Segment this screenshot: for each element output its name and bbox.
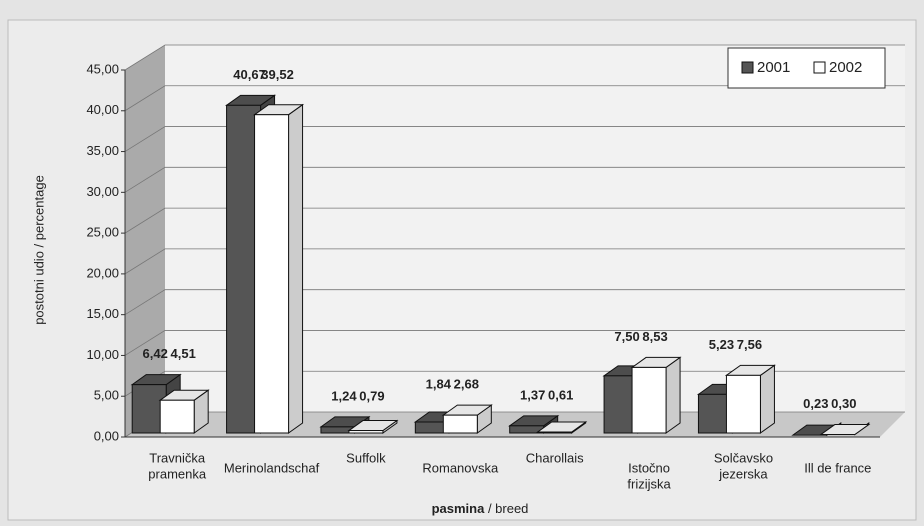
y-tick-label: 0,00: [94, 428, 119, 443]
y-tick-label: 25,00: [86, 225, 119, 240]
y-tick-label: 45,00: [86, 61, 119, 76]
legend-swatch: [813, 61, 826, 74]
x-tick-label: jezerska: [718, 466, 768, 481]
y-tick-label: 10,00: [86, 347, 119, 362]
grid-line: [124, 126, 905, 152]
x-tick-label: frizijska: [627, 476, 671, 491]
value-label: 0,79: [359, 388, 384, 403]
x-tick-label: Ill de france: [804, 460, 871, 475]
grid-line: [124, 207, 905, 234]
value-label: 0,61: [548, 387, 573, 402]
y-axis-label: postotni udio / percentage: [31, 175, 46, 325]
grid-line: [124, 85, 905, 112]
value-label: 6,42: [143, 346, 168, 361]
x-label-sub: / breed: [484, 501, 528, 516]
value-label: 39,52: [261, 67, 294, 82]
x-tick-label: pramenka: [148, 466, 207, 481]
bar: [537, 431, 573, 434]
value-label: 7,50: [614, 329, 639, 344]
grid-line: [124, 44, 905, 71]
grid-line: [124, 166, 905, 193]
bar: [254, 114, 290, 434]
value-label: 4,51: [171, 346, 196, 361]
grid-line: [124, 248, 905, 275]
x-tick-label: Romanovska: [422, 460, 499, 475]
value-label: 1,37: [520, 387, 545, 402]
x-tick-label: Solčavsko: [714, 450, 773, 465]
value-label: 0,30: [831, 396, 856, 411]
bar-top: [819, 424, 871, 436]
x-tick-label: Travnička: [149, 450, 206, 465]
bar: [725, 374, 761, 434]
value-label: 8,53: [642, 329, 667, 344]
grid-line: [124, 330, 905, 356]
bar: [348, 430, 384, 434]
value-label: 0,23: [803, 396, 828, 411]
x-tick-label: Merinolandschaf: [224, 460, 320, 475]
value-label: 40,67: [233, 67, 266, 82]
y-tick-label: 15,00: [86, 306, 119, 321]
value-label: 1,84: [426, 377, 452, 392]
x-axis-label: pasmina / breed: [432, 501, 529, 516]
legend-label: 2002: [829, 59, 862, 76]
value-label: 5,23: [709, 337, 734, 352]
legend-swatch: [741, 61, 754, 74]
y-tick-label: 40,00: [86, 102, 119, 117]
legend: 2001 2002: [727, 47, 886, 89]
bar-side: [665, 356, 681, 434]
grid-line: [124, 289, 905, 316]
x-label-main: pasmina: [432, 501, 486, 516]
legend-box: [727, 47, 886, 89]
y-tick-label: 30,00: [86, 184, 119, 199]
value-label: 2,68: [454, 377, 479, 392]
x-tick-label: Suffolk: [346, 450, 386, 465]
y-tick-label: 35,00: [86, 143, 119, 158]
x-tick-label: Istočno: [628, 460, 670, 475]
x-tick-label: Charollais: [526, 450, 584, 465]
legend-label: 2001: [757, 59, 790, 76]
value-label: 7,56: [737, 337, 762, 352]
bar: [442, 414, 478, 434]
y-tick-label: 20,00: [86, 265, 119, 280]
bar-side: [759, 364, 775, 434]
bar: [631, 366, 667, 434]
side-wall: [125, 45, 165, 437]
y-tick-label: 5,00: [94, 388, 119, 403]
back-wall: [165, 45, 905, 412]
bar: [159, 399, 195, 434]
value-label: 1,24: [331, 388, 357, 403]
bar-side: [288, 103, 304, 434]
